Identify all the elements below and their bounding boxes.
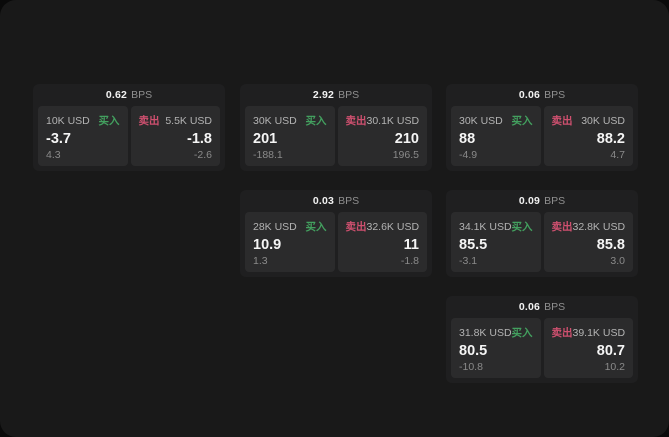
bps-unit: BPS (338, 195, 360, 207)
buy-size-label: 31.8K USD (459, 326, 512, 339)
buy-sub-value: -4.9 (459, 148, 478, 161)
buy-sub-value: -188.1 (253, 148, 283, 161)
buy-price-value: 80.5 (459, 342, 488, 359)
buy-price-value: 10.9 (253, 236, 282, 253)
buy-side-label: 买入 (98, 115, 120, 127)
bps-unit: BPS (338, 89, 360, 101)
buy-panel[interactable]: 31.8K USD 买入 80.5 -10.8 (451, 318, 541, 378)
sell-sub-value: 3.0 (610, 254, 625, 267)
card-header: 0.03 BPS (245, 190, 427, 212)
buy-panel[interactable]: 28K USD 买入 10.9 1.3 (245, 212, 335, 272)
sell-price-value: 210 (394, 130, 419, 147)
card-header: 2.92 BPS (245, 84, 427, 106)
sell-size-label: 39.1K USD (572, 326, 626, 339)
sell-panel[interactable]: 卖出 5.5K USD -1.8 -2.6 (130, 106, 220, 166)
sell-size-label: 5.5K USD (165, 114, 212, 127)
sell-panel[interactable]: 卖出 32.8K USD 85.8 3.0 (543, 212, 633, 272)
sell-size-label: 32.6K USD (366, 220, 420, 233)
sell-price-value: 80.7 (596, 342, 625, 359)
sell-side-label: 卖出 (345, 115, 367, 127)
quote-card: 0.03 BPS 28K USD 买入 10.9 1.3 卖出 32.6K US… (240, 190, 432, 277)
quote-panels: 30K USD 买入 88 -4.9 卖出 30K USD 88.2 4.7 (451, 106, 633, 166)
buy-side-label: 买入 (305, 221, 327, 233)
buy-panel[interactable]: 10K USD 买入 -3.7 4.3 (38, 106, 128, 166)
card-header: 0.09 BPS (451, 190, 633, 212)
buy-panel[interactable]: 30K USD 买入 88 -4.9 (451, 106, 541, 166)
buy-price-value: -3.7 (46, 130, 71, 147)
sell-size-label: 32.8K USD (572, 220, 626, 233)
bps-value: 0.06 (518, 89, 541, 101)
sell-sub-value: 4.7 (610, 148, 625, 161)
buy-size-label: 30K USD (459, 114, 503, 127)
card-header: 0.06 BPS (451, 296, 633, 318)
sell-side-label: 卖出 (138, 115, 160, 127)
buy-price-value: 201 (253, 130, 278, 147)
buy-size-label: 28K USD (253, 220, 297, 233)
sell-panel[interactable]: 卖出 30K USD 88.2 4.7 (543, 106, 633, 166)
buy-side-label: 买入 (305, 115, 327, 127)
bps-value: 0.03 (312, 195, 335, 207)
quote-card: 0.06 BPS 30K USD 买入 88 -4.9 卖出 30K USD 8… (446, 84, 638, 171)
quote-panels: 28K USD 买入 10.9 1.3 卖出 32.6K USD 11 -1.8 (245, 212, 427, 272)
bps-value: 0.62 (105, 89, 128, 101)
sell-side-label: 卖出 (551, 115, 573, 127)
quote-card: 0.09 BPS 34.1K USD 买入 85.5 -3.1 卖出 32.8K… (446, 190, 638, 277)
bps-unit: BPS (544, 89, 566, 101)
buy-sub-value: 4.3 (46, 148, 61, 161)
sell-side-label: 卖出 (551, 327, 573, 339)
buy-price-value: 88 (459, 130, 476, 147)
quote-card: 0.06 BPS 31.8K USD 买入 80.5 -10.8 卖出 39.1… (446, 296, 638, 383)
buy-size-label: 30K USD (253, 114, 297, 127)
sell-price-value: 11 (403, 236, 419, 253)
bps-value: 0.09 (518, 195, 541, 207)
sell-side-label: 卖出 (551, 221, 573, 233)
sell-sub-value: -2.6 (193, 148, 212, 161)
buy-side-label: 买入 (511, 115, 533, 127)
buy-side-label: 买入 (511, 327, 533, 339)
buy-panel[interactable]: 34.1K USD 买入 85.5 -3.1 (451, 212, 541, 272)
card-header: 0.06 BPS (451, 84, 633, 106)
sell-panel[interactable]: 卖出 30.1K USD 210 196.5 (337, 106, 427, 166)
sell-panel[interactable]: 卖出 39.1K USD 80.7 10.2 (543, 318, 633, 378)
sell-side-label: 卖出 (345, 221, 367, 233)
buy-size-label: 10K USD (46, 114, 90, 127)
quote-panels: 10K USD 买入 -3.7 4.3 卖出 5.5K USD -1.8 -2.… (38, 106, 220, 166)
sell-sub-value: -1.8 (400, 254, 419, 267)
sell-sub-value: 196.5 (392, 148, 419, 161)
buy-price-value: 85.5 (459, 236, 488, 253)
bps-value: 2.92 (312, 89, 335, 101)
buy-sub-value: 1.3 (253, 254, 268, 267)
bps-unit: BPS (544, 301, 566, 313)
sell-price-value: -1.8 (187, 130, 212, 147)
sell-size-label: 30K USD (581, 114, 625, 127)
sell-size-label: 30.1K USD (366, 114, 420, 127)
quote-panels: 31.8K USD 买入 80.5 -10.8 卖出 39.1K USD 80.… (451, 318, 633, 378)
quote-card: 2.92 BPS 30K USD 买入 201 -188.1 卖出 30.1K … (240, 84, 432, 171)
sell-sub-value: 10.2 (604, 360, 625, 373)
bps-value: 0.06 (518, 301, 541, 313)
buy-size-label: 34.1K USD (459, 220, 512, 233)
sell-panel[interactable]: 卖出 32.6K USD 11 -1.8 (337, 212, 427, 272)
quote-panels: 30K USD 买入 201 -188.1 卖出 30.1K USD 210 1… (245, 106, 427, 166)
quote-card: 0.62 BPS 10K USD 买入 -3.7 4.3 卖出 5.5K USD… (33, 84, 225, 171)
bps-unit: BPS (131, 89, 153, 101)
buy-side-label: 买入 (511, 221, 533, 233)
quote-panels: 34.1K USD 买入 85.5 -3.1 卖出 32.8K USD 85.8… (451, 212, 633, 272)
bps-unit: BPS (544, 195, 566, 207)
sell-price-value: 85.8 (596, 236, 625, 253)
card-header: 0.62 BPS (38, 84, 220, 106)
buy-sub-value: -10.8 (459, 360, 483, 373)
buy-sub-value: -3.1 (459, 254, 478, 267)
sell-price-value: 88.2 (596, 130, 625, 147)
buy-panel[interactable]: 30K USD 买入 201 -188.1 (245, 106, 335, 166)
